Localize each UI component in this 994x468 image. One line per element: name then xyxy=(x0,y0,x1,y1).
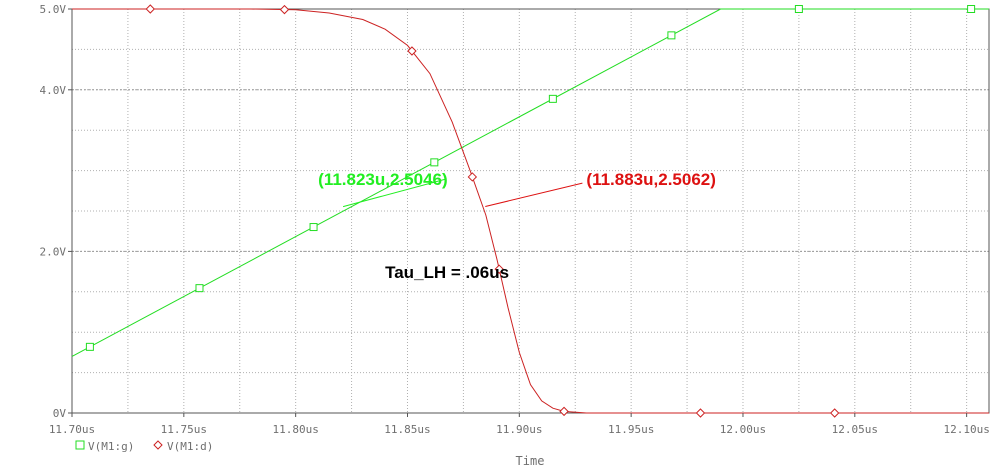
legend: V(M1:g) V(M1:d) xyxy=(75,440,213,453)
annotation-label: (11.883u,2.5062) xyxy=(586,170,715,189)
diamond-marker xyxy=(467,172,478,182)
x-tick-label: 11.85us xyxy=(384,423,430,436)
diamond-marker xyxy=(695,408,706,418)
legend-diamond-marker-icon xyxy=(153,440,163,450)
square-marker xyxy=(967,5,976,13)
x-tick-label: 11.70us xyxy=(49,423,95,436)
diamond-marker xyxy=(407,46,417,56)
square-marker xyxy=(85,342,94,351)
x-tick-label: 11.75us xyxy=(161,423,207,436)
series-layer xyxy=(71,4,989,418)
annotation-label: (11.823u,2.5046) xyxy=(318,170,447,189)
diamond-marker xyxy=(494,264,504,274)
grid xyxy=(72,8,989,414)
x-tick-label: 11.90us xyxy=(496,423,542,436)
annotation-label: Tau_LH = .06us xyxy=(385,263,509,282)
x-tick-label: 11.80us xyxy=(272,423,318,436)
legend-label-g: V(M1:g) xyxy=(88,440,134,453)
x-tick-label: 12.05us xyxy=(832,423,878,436)
diamond-marker xyxy=(559,406,569,417)
square-marker xyxy=(794,5,803,13)
square-marker xyxy=(195,284,204,293)
plot-frame xyxy=(71,8,990,414)
square-marker xyxy=(430,158,439,167)
annotation-layer: (11.823u,2.5046) (11.883u,2.5062) Tau_LH =… xyxy=(318,170,716,282)
diamond-marker xyxy=(279,4,290,15)
x-tick-label: 12.10us xyxy=(943,423,989,436)
x-tick-label: 12.00us xyxy=(720,423,766,436)
square-marker xyxy=(309,223,318,232)
annotation-leader xyxy=(485,182,583,207)
plot-border xyxy=(71,8,990,414)
annotation-leader xyxy=(342,178,446,208)
legend-square-marker-icon xyxy=(75,440,85,450)
y-tick-label: 4.0V xyxy=(40,84,67,97)
y-tick-label: 5.0V xyxy=(40,3,67,16)
series-line-d xyxy=(72,8,989,414)
tick-layer: 11.70us 11.75us 11.80us 11.85us 11.90us 11.95… xyxy=(40,3,990,436)
diamond-marker xyxy=(829,408,840,418)
square-marker xyxy=(548,94,557,103)
y-tick-label: 2.0V xyxy=(40,245,67,258)
series-line-g xyxy=(71,8,989,357)
x-tick-label: 11.95us xyxy=(608,423,654,436)
y-tick-label: 0V xyxy=(53,407,67,420)
x-axis-label: Time xyxy=(516,454,545,468)
diamond-marker xyxy=(145,4,155,14)
legend-label-d: V(M1:d) xyxy=(167,440,213,453)
square-marker xyxy=(667,31,676,40)
